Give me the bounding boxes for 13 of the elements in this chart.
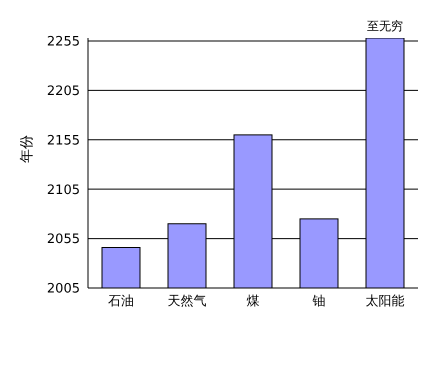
y-tick-label: 2105: [46, 182, 80, 198]
y-tick-label: 2205: [46, 84, 80, 99]
x-tick-label: 天然气: [168, 294, 206, 310]
x-tick-label: 铀: [312, 294, 326, 310]
y-tick-label: 2055: [46, 232, 80, 248]
x-tick-label: 煤: [246, 294, 260, 310]
y-tick-label: 2155: [46, 133, 80, 148]
y-tick-label: 2005: [46, 282, 80, 297]
y-tick-label: 2255: [46, 34, 80, 50]
x-tick-label: 太阳能: [366, 294, 404, 310]
x-tick-label: 石油: [108, 294, 134, 310]
annotation: 至无穷: [367, 19, 403, 33]
y-axis-title: 年份: [18, 135, 35, 163]
